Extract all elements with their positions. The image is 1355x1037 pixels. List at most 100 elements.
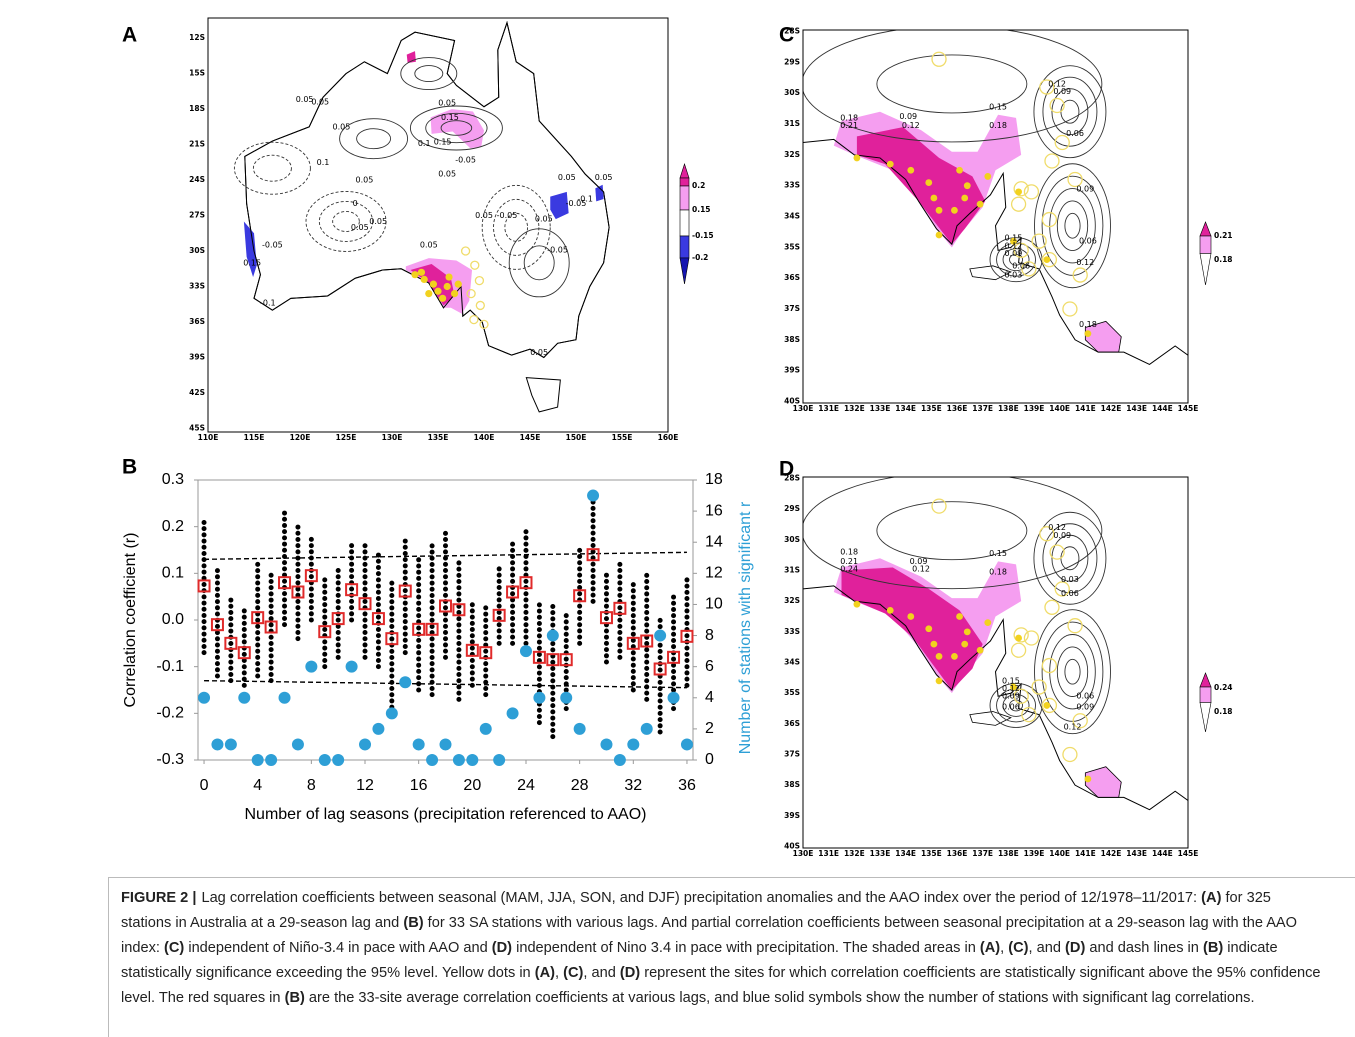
station-count bbox=[291, 738, 304, 751]
map-frame bbox=[207, 17, 669, 433]
caption-text-part: , and bbox=[583, 965, 620, 981]
y2-tick-label: 8 bbox=[705, 627, 714, 644]
station-dot bbox=[961, 640, 969, 648]
station-dot bbox=[429, 280, 437, 288]
contour-line bbox=[332, 211, 360, 232]
x-tick-label: 20 bbox=[463, 777, 481, 794]
contour-line bbox=[1051, 534, 1089, 582]
mean-correlation bbox=[197, 579, 211, 593]
contour-label: -0.1 bbox=[260, 299, 276, 308]
y-tick-label: 0.0 bbox=[162, 611, 184, 628]
lon-label: 133E bbox=[870, 849, 891, 858]
station-dot bbox=[1043, 256, 1051, 264]
x-tick-label: 24 bbox=[517, 777, 535, 794]
contour-label: 0.15 bbox=[1005, 234, 1023, 243]
caption-text-part: are the 33-site average correlation coef… bbox=[304, 990, 1255, 1006]
shade-pos bbox=[1084, 766, 1122, 798]
lat-label: 24S bbox=[189, 175, 205, 184]
contour-line bbox=[1042, 523, 1098, 594]
lon-label: 132E bbox=[844, 404, 865, 413]
lat-label: 39S bbox=[189, 352, 205, 361]
y2-tick-label: 4 bbox=[705, 689, 714, 706]
station-count bbox=[546, 629, 559, 642]
caption-panel-ref: (B) bbox=[284, 990, 305, 1006]
contour-label: 0.09 bbox=[1076, 702, 1094, 711]
station-dot bbox=[956, 166, 963, 174]
station-dot bbox=[951, 652, 958, 660]
contour-label: 0.09 bbox=[1053, 531, 1071, 540]
contour-line bbox=[252, 154, 292, 182]
colorbar-label: 0.15 bbox=[692, 205, 711, 214]
station-ring bbox=[1023, 184, 1040, 200]
station-ring bbox=[1044, 153, 1060, 169]
lon-label: 160E bbox=[658, 433, 679, 442]
station-count bbox=[613, 754, 626, 766]
contour-label: -0.05 bbox=[566, 199, 587, 208]
lat-label: 35S bbox=[784, 242, 800, 251]
mean-correlation bbox=[251, 611, 265, 625]
lat-label: 30S bbox=[784, 535, 800, 544]
mean-correlation bbox=[278, 576, 292, 590]
contour-label: 0.05 bbox=[438, 170, 456, 179]
colorbar-label: 0.2 bbox=[692, 181, 705, 190]
lat-label: 31S bbox=[784, 119, 800, 128]
mean-correlation bbox=[479, 646, 493, 660]
station-count bbox=[667, 691, 680, 704]
station-dot bbox=[925, 179, 933, 186]
lon-label: 145E bbox=[520, 433, 541, 442]
station-dot bbox=[886, 160, 894, 168]
lat-label: 12S bbox=[189, 33, 205, 42]
station-ring bbox=[1010, 642, 1027, 658]
station-dot bbox=[935, 677, 943, 685]
station-dot bbox=[1084, 775, 1092, 783]
station-ring bbox=[479, 319, 489, 330]
contour-label: 0.05 bbox=[332, 122, 350, 131]
contour-line bbox=[305, 191, 387, 252]
contour-line bbox=[1049, 634, 1096, 710]
station-ring bbox=[470, 260, 480, 270]
caption-panel-ref: (A) bbox=[979, 940, 1001, 956]
station-count bbox=[399, 676, 412, 689]
station-count bbox=[332, 754, 345, 766]
contour-label: 0.09 bbox=[1053, 87, 1071, 96]
contour-line bbox=[414, 65, 444, 83]
station-ring bbox=[1041, 252, 1058, 268]
station-count bbox=[640, 722, 653, 735]
mean-correlation bbox=[439, 599, 452, 613]
contour-label: 0.1 bbox=[317, 158, 330, 167]
station-dot bbox=[445, 273, 453, 281]
contour-line bbox=[803, 30, 1103, 143]
contour-label: 0.05 bbox=[351, 223, 369, 232]
station-ring bbox=[1010, 196, 1027, 212]
station-ring bbox=[1044, 599, 1060, 615]
caption-panel-ref: (B) bbox=[1202, 940, 1224, 956]
contour-line bbox=[504, 212, 528, 242]
contour-line bbox=[876, 501, 1028, 561]
contour-label: 0.24 bbox=[840, 564, 858, 573]
caption-panel-ref: (D) bbox=[619, 965, 641, 981]
station-ring bbox=[1013, 181, 1029, 197]
station-dot bbox=[1015, 188, 1022, 196]
mean-correlation bbox=[452, 603, 466, 617]
contour-line bbox=[1041, 621, 1104, 722]
station-dot bbox=[930, 640, 938, 648]
contour-label: 0.05 bbox=[558, 173, 576, 182]
lat-label: 40S bbox=[784, 396, 800, 405]
mean-correlation bbox=[358, 597, 372, 611]
lon-label: 135E bbox=[428, 433, 449, 442]
lon-label: 136E bbox=[947, 404, 968, 413]
lat-label: 30S bbox=[784, 88, 800, 97]
colorbar-label: 0.18 bbox=[1214, 707, 1233, 716]
y2-tick-label: 18 bbox=[705, 471, 723, 488]
station-dot bbox=[984, 619, 992, 627]
shade-neg bbox=[550, 191, 569, 220]
station-dot bbox=[935, 231, 943, 239]
colorbar-seg bbox=[679, 185, 690, 211]
contour-label: 0.05 bbox=[311, 97, 329, 106]
lat-label: 35S bbox=[784, 688, 800, 697]
contour-label: 0.12 bbox=[902, 121, 920, 130]
lon-label: 132E bbox=[844, 849, 865, 858]
figure: A B C D 0.050.050.050.10.05-0.050.050.05… bbox=[122, 17, 1233, 858]
caption-panel-ref: (B) bbox=[403, 915, 424, 931]
